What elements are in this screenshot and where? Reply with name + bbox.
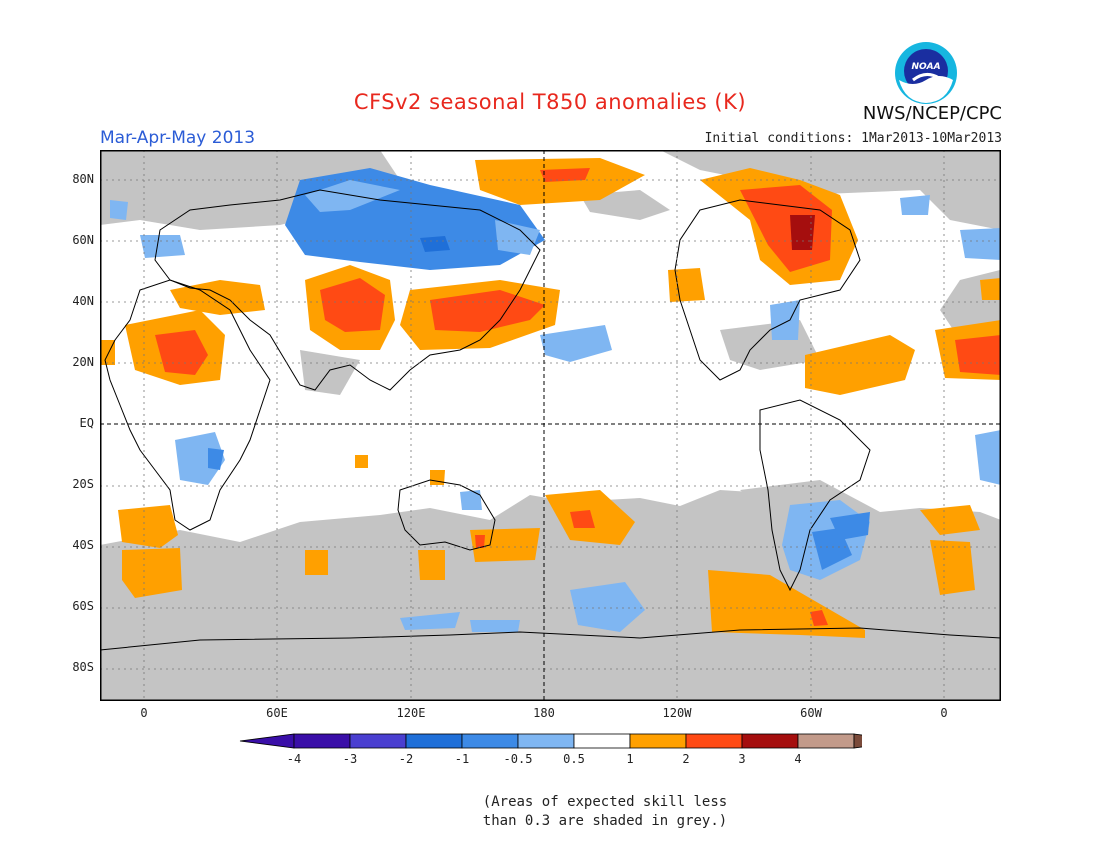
legend-swatch [629, 733, 687, 749]
lat-label-60s: 60S [72, 599, 94, 613]
legend-swatch [685, 733, 743, 749]
legend-tick-label: -2 [398, 752, 414, 766]
lat-label-80n: 80N [72, 172, 94, 186]
anomaly-map [100, 150, 1001, 701]
legend-swatch [405, 733, 463, 749]
legend-swatch [517, 733, 575, 749]
lat-label-20n: 20N [72, 355, 94, 369]
initial-conditions-label: Initial conditions: 1Mar2013-10Mar2013 [704, 131, 1002, 146]
legend-tick-label: 4 [794, 752, 802, 766]
legend-arrow-high [853, 733, 862, 749]
legend-swatch [573, 733, 631, 749]
lat-label-20s: 20S [72, 477, 94, 491]
noaa-logo: NOAA [895, 42, 957, 104]
legend-tick-label: 0.5 [563, 752, 585, 766]
logo-text: NOAA [911, 62, 940, 72]
negative-anomalies [110, 168, 1001, 632]
map-gridlines [100, 150, 1001, 701]
coastlines [100, 189, 1001, 651]
lon-label-60e: 60E [266, 706, 288, 720]
legend-tick-label: -1 [454, 752, 470, 766]
legend-arrow-low [239, 733, 295, 749]
legend-swatch [349, 733, 407, 749]
map-frame [100, 150, 1001, 701]
legend-tick-label: -3 [342, 752, 358, 766]
skill-note-line1: (Areas of expected skill less [482, 794, 728, 810]
lat-label-80s: 80S [72, 660, 94, 674]
lon-label-0-west: 0 [140, 706, 148, 720]
legend-swatch [741, 733, 799, 749]
lon-label-120w: 120W [662, 706, 692, 720]
season-label: Mar-Apr-May 2013 [100, 128, 256, 148]
legend-tick-label: -0.5 [503, 752, 533, 766]
legend-swatch [797, 733, 855, 749]
color-legend [239, 733, 862, 749]
legend-tick-label: 1 [626, 752, 634, 766]
legend-swatch [293, 733, 351, 749]
skill-note: (Areas of expected skill less than 0.3 a… [470, 793, 740, 831]
map-title: CFSv2 seasonal T850 anomalies (K) [353, 90, 747, 114]
lat-label-60n: 60N [72, 233, 94, 247]
legend-tick-label: 2 [682, 752, 690, 766]
lat-label-eq: EQ [79, 416, 94, 430]
lon-label-180: 180 [533, 706, 555, 720]
lon-label-60w: 60W [800, 706, 822, 720]
lat-label-40s: 40S [72, 538, 94, 552]
legend-tick-label: -4 [286, 752, 302, 766]
lon-label-0-east: 0 [940, 706, 948, 720]
legend-swatch [461, 733, 519, 749]
positive-anomalies [100, 158, 1001, 638]
legend-tick-label: 3 [738, 752, 746, 766]
lon-label-120e: 120E [396, 706, 426, 720]
agency-label: NWS/NCEP/CPC [862, 103, 1002, 124]
skill-note-line2: than 0.3 are shaded in grey.) [482, 813, 728, 829]
lat-label-40n: 40N [72, 294, 94, 308]
color-legend-labels: -4 -3 -2 -1 -0.5 0.5 1 2 3 4 [238, 752, 862, 768]
